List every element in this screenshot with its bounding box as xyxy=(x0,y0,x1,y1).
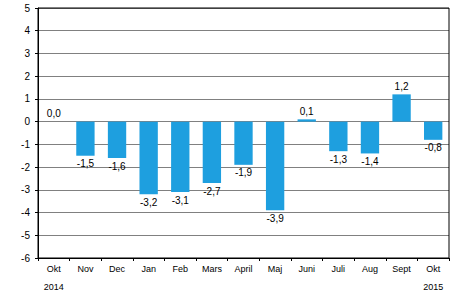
svg-text:-3,9: -3,9 xyxy=(266,213,284,224)
svg-text:Aug: Aug xyxy=(362,264,378,274)
svg-text:Sept: Sept xyxy=(392,264,411,274)
svg-text:-3: -3 xyxy=(21,184,30,195)
svg-text:Mars: Mars xyxy=(202,264,222,274)
svg-text:1: 1 xyxy=(24,93,30,104)
svg-text:-5: -5 xyxy=(21,230,30,241)
svg-text:5: 5 xyxy=(24,3,30,14)
svg-text:-0,8: -0,8 xyxy=(425,142,443,153)
svg-text:0,1: 0,1 xyxy=(300,106,314,117)
svg-text:-2,7: -2,7 xyxy=(203,186,221,197)
svg-text:0: 0 xyxy=(24,116,30,127)
svg-text:-2: -2 xyxy=(21,162,30,173)
svg-text:-6: -6 xyxy=(21,253,30,264)
svg-text:-1,5: -1,5 xyxy=(77,158,95,169)
svg-text:2: 2 xyxy=(24,71,30,82)
svg-text:Dec: Dec xyxy=(109,264,126,274)
svg-text:-3,1: -3,1 xyxy=(172,195,190,206)
svg-text:1,2: 1,2 xyxy=(395,81,409,92)
svg-text:Juli: Juli xyxy=(332,264,346,274)
svg-text:-1,6: -1,6 xyxy=(108,161,126,172)
svg-text:Okt: Okt xyxy=(47,264,62,274)
svg-text:2015: 2015 xyxy=(423,282,443,292)
svg-text:Nov: Nov xyxy=(77,264,94,274)
svg-text:Jan: Jan xyxy=(141,264,156,274)
svg-text:3: 3 xyxy=(24,48,30,59)
svg-text:Feb: Feb xyxy=(173,264,189,274)
svg-text:-4: -4 xyxy=(21,207,30,218)
svg-text:-3,2: -3,2 xyxy=(140,197,158,208)
svg-text:Okt: Okt xyxy=(426,264,441,274)
svg-text:-1,4: -1,4 xyxy=(361,156,379,167)
svg-text:Maj: Maj xyxy=(268,264,283,274)
svg-text:April: April xyxy=(234,264,252,274)
svg-text:-1: -1 xyxy=(21,139,30,150)
svg-text:-1,3: -1,3 xyxy=(330,154,348,165)
svg-text:-1,9: -1,9 xyxy=(235,167,253,178)
svg-text:0,0: 0,0 xyxy=(47,108,61,119)
svg-text:4: 4 xyxy=(24,25,30,36)
svg-text:Juni: Juni xyxy=(298,264,315,274)
svg-text:2014: 2014 xyxy=(44,282,64,292)
